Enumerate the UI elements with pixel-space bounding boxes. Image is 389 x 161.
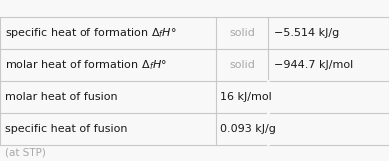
Text: (at STP): (at STP) [5,148,46,158]
Text: −5.514 kJ/g: −5.514 kJ/g [274,28,340,38]
Text: 0.093 kJ/g: 0.093 kJ/g [220,124,276,134]
Text: specific heat of formation $\Delta_f H°$: specific heat of formation $\Delta_f H°$ [5,26,177,40]
Text: solid: solid [229,60,255,70]
Text: molar heat of fusion: molar heat of fusion [5,92,117,102]
Text: solid: solid [229,28,255,38]
Text: −944.7 kJ/mol: −944.7 kJ/mol [274,60,354,70]
Text: specific heat of fusion: specific heat of fusion [5,124,127,134]
Text: molar heat of formation $\Delta_f H°$: molar heat of formation $\Delta_f H°$ [5,58,166,72]
Text: 16 kJ/mol: 16 kJ/mol [220,92,272,102]
